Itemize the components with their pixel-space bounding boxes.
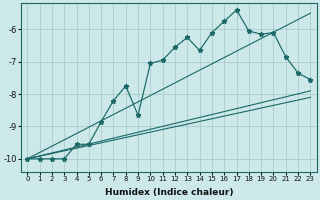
X-axis label: Humidex (Indice chaleur): Humidex (Indice chaleur) (105, 188, 233, 197)
